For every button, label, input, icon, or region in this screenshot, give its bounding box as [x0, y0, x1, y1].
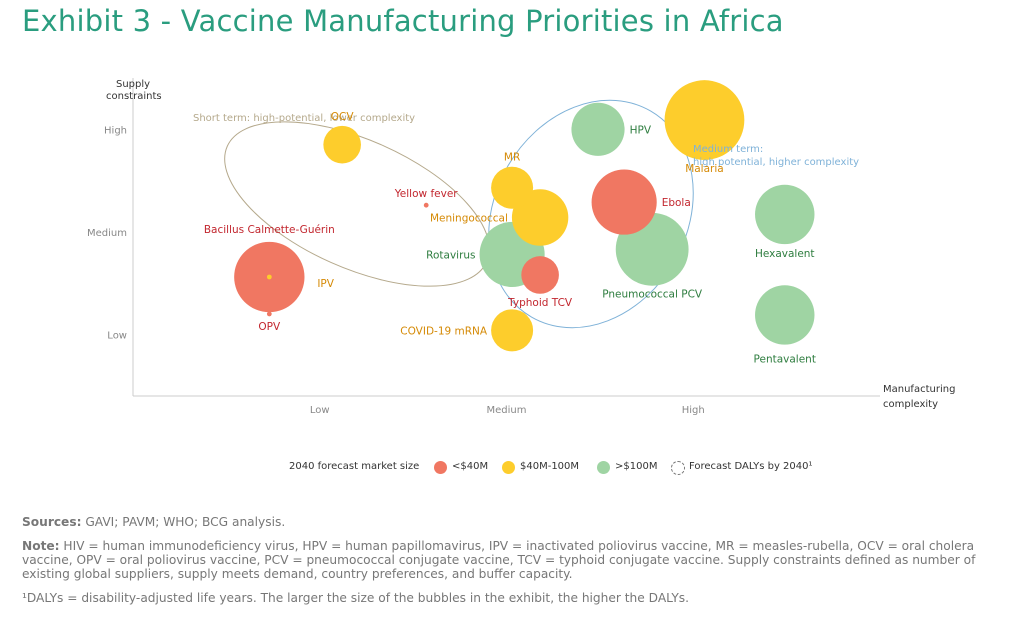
chart-legend: 2040 forecast market size <$40M $40M-100…	[0, 458, 1024, 478]
y-axis-title-line1: Supply	[116, 79, 150, 90]
sources-label: Sources:	[22, 515, 82, 529]
legend-swatch-mid	[502, 461, 515, 474]
abbreviations-note: Note: HIV = human immunodeficiency virus…	[22, 539, 1012, 581]
label-pentavalent: Pentavalent	[754, 354, 816, 366]
bubble-typhoid-tcv	[521, 256, 559, 294]
bubble-covid-19-mrna	[491, 309, 534, 352]
label-yellow-fever: Yellow fever	[394, 188, 458, 200]
label-opv: OPV	[258, 321, 281, 333]
legend-swatch-high	[597, 461, 610, 474]
bubble-yellow-fever	[423, 202, 429, 208]
page-title: Exhibit 3 - Vaccine Manufacturing Priori…	[22, 4, 784, 38]
label-mr: MR	[504, 152, 520, 164]
label-ocv: OCV	[331, 111, 355, 123]
note-text: HIV = human immunodeficiency virus, HPV …	[22, 539, 976, 581]
legend-swatch-dalys	[671, 461, 685, 475]
sources-note: Sources: GAVI; PAVM; WHO; BCG analysis.	[22, 515, 1012, 529]
label-typhoid-tcv: Typhoid TCV	[507, 297, 573, 309]
legend-item-dalys: Forecast DALYs by 2040¹	[689, 461, 813, 472]
legend-item-low: <$40M	[452, 461, 489, 472]
label-malaria: Malaria	[685, 163, 724, 175]
legend-item-high: >$100M	[615, 461, 658, 472]
bubble-malaria	[664, 80, 745, 160]
note-label: Note:	[22, 539, 60, 553]
x-tick-label: Low	[310, 405, 330, 416]
bubble-hexavalent	[755, 184, 815, 245]
bubble-opv	[266, 311, 272, 317]
y-tick-label: Low	[107, 330, 127, 341]
x-tick-label: High	[682, 405, 705, 416]
label-hpv: HPV	[630, 124, 652, 136]
label-covid-19-mrna: COVID-19 mRNA	[400, 325, 488, 337]
bubble-mr	[491, 166, 534, 209]
label-rotavirus: Rotavirus	[426, 249, 475, 261]
y-tick-label: High	[104, 125, 127, 136]
legend-title: 2040 forecast market size	[289, 461, 420, 472]
sources-text: GAVI; PAVM; WHO; BCG analysis.	[81, 515, 286, 529]
label-pneumococcal-pcv: Pneumococcal PCV	[602, 289, 703, 301]
bubble-ebola	[591, 169, 657, 235]
medium-term-annotation-line2: high potential, higher complexity	[693, 157, 859, 168]
label-hexavalent: Hexavalent	[755, 248, 815, 260]
label-ipv: IPV	[317, 278, 334, 290]
label-bacillus-calmette-gu-rin: Bacillus Calmette-Guérin	[204, 224, 335, 236]
bubble-ocv	[323, 125, 361, 164]
bubble-hpv	[571, 102, 625, 156]
legend-item-mid: $40M-100M	[520, 461, 580, 472]
label-ebola: Ebola	[662, 197, 691, 209]
y-axis-title-line2: constraints	[106, 91, 162, 102]
medium-term-annotation-line1: Medium term:	[693, 144, 763, 155]
bubble-ipv	[266, 274, 272, 280]
label-meningococcal: Meningococcal	[430, 213, 508, 225]
bubble-pentavalent	[755, 285, 815, 345]
legend-swatch-low	[434, 461, 447, 474]
x-axis-title-line1: Manufacturing	[883, 384, 955, 395]
y-tick-label: Medium	[87, 228, 127, 239]
footnote: ¹DALYs = disability-adjusted life years.…	[22, 591, 689, 605]
notes-section: Sources: GAVI; PAVM; WHO; BCG analysis. …	[22, 515, 1012, 615]
x-tick-label: Medium	[487, 405, 527, 416]
short-term-annotation: Short term: high-potential, lower comple…	[193, 113, 415, 124]
x-axis-title-line2: complexity	[883, 399, 938, 410]
